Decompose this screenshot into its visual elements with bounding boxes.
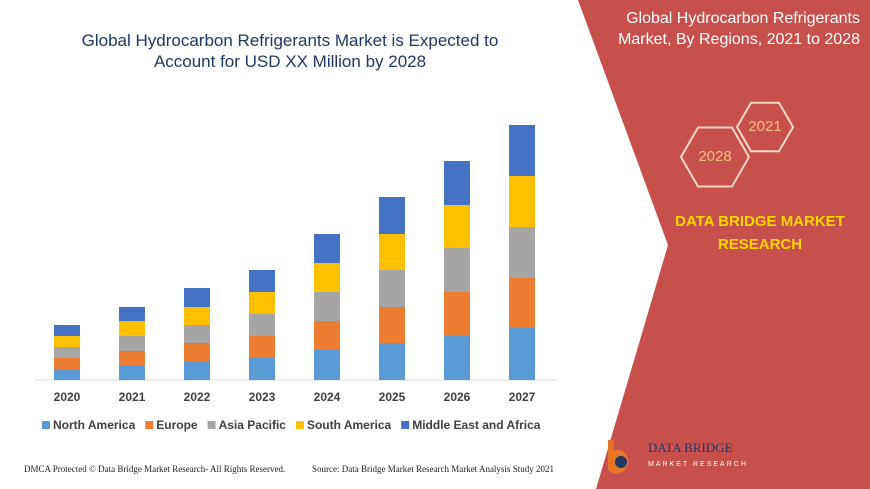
bar-segment bbox=[314, 234, 340, 263]
x-tick-label: 2023 bbox=[249, 390, 276, 404]
legend-swatch bbox=[42, 421, 50, 429]
legend-label: Asia Pacific bbox=[219, 418, 287, 432]
bar-segment bbox=[119, 351, 145, 365]
bar-segment bbox=[314, 292, 340, 321]
bar-segment bbox=[184, 288, 210, 307]
brand: DATA BRIDGE MARKET RESEARCH bbox=[675, 213, 845, 253]
bar-segment bbox=[444, 161, 470, 205]
x-tick-label: 2020 bbox=[54, 390, 81, 404]
bar-segment bbox=[379, 234, 405, 270]
bar-segment bbox=[249, 270, 275, 292]
legend-swatch bbox=[207, 421, 216, 429]
bar-segment bbox=[444, 336, 470, 380]
footer-right: Source: Data Bridge Market Research Mark… bbox=[312, 464, 554, 474]
bar-segment bbox=[119, 336, 145, 351]
legend-swatch bbox=[295, 421, 304, 429]
plot: 2020 2021 2022 2023 2024 2025 2026 2027 bbox=[34, 125, 556, 404]
legend-label: North America bbox=[53, 418, 136, 432]
logo-tagline: MARKET RESEARCH bbox=[648, 461, 748, 468]
logo: DATA BRIDGE MARKET RESEARCH bbox=[608, 440, 748, 474]
legend-label: Middle East and Africa bbox=[412, 418, 541, 432]
x-tick-label: 2022 bbox=[184, 390, 211, 404]
bar-segment bbox=[379, 270, 405, 307]
x-tick-label: 2025 bbox=[379, 390, 406, 404]
bar-segment bbox=[509, 125, 535, 176]
bar-segment bbox=[509, 278, 535, 328]
bar-segment bbox=[314, 321, 340, 350]
legend-label: Europe bbox=[156, 418, 198, 432]
bar-segment bbox=[314, 350, 340, 380]
bar-segment bbox=[54, 358, 80, 369]
bar-segment bbox=[249, 292, 275, 314]
hexagon bbox=[735, 101, 795, 153]
hexagons: 2021 2028 bbox=[679, 101, 795, 188]
bar-segment bbox=[249, 358, 275, 380]
bar-segment bbox=[119, 365, 145, 380]
bar-segment bbox=[444, 292, 470, 336]
bar-segment bbox=[54, 325, 80, 336]
bar-segment bbox=[184, 343, 210, 361]
bar-segment bbox=[119, 307, 145, 321]
bar-segment bbox=[184, 361, 210, 380]
bar-segment bbox=[249, 314, 275, 336]
bar-segment bbox=[54, 347, 80, 358]
legend-swatch bbox=[145, 421, 154, 429]
panel-title: Global Hydrocarbon Refrigerants Market, … bbox=[618, 10, 860, 48]
bar-segment bbox=[379, 343, 405, 380]
bar-segment bbox=[444, 248, 470, 292]
bar-segment bbox=[314, 263, 340, 292]
bar-segment bbox=[54, 369, 80, 380]
hexagon bbox=[679, 126, 751, 188]
logo-dot bbox=[615, 456, 627, 468]
footer-left: DMCA Protected © Data Bridge Market Rese… bbox=[24, 464, 286, 474]
legend-swatch bbox=[401, 421, 410, 429]
legend-label: South America bbox=[307, 418, 392, 432]
bar-segment bbox=[184, 307, 210, 325]
red-panel bbox=[578, 0, 870, 489]
bar-segment bbox=[444, 205, 470, 248]
x-tick-label: 2024 bbox=[314, 390, 341, 404]
hexagon-label: 2028 bbox=[698, 148, 731, 165]
x-tick-label: 2021 bbox=[119, 390, 146, 404]
x-tick-label: 2026 bbox=[444, 390, 471, 404]
x-tick-label: 2027 bbox=[509, 390, 536, 404]
bar-segment bbox=[184, 325, 210, 343]
bar-segment bbox=[249, 336, 275, 358]
bar-segment bbox=[379, 197, 405, 234]
bar-segment bbox=[119, 321, 145, 336]
bar-segment bbox=[509, 227, 535, 278]
legend: North America Europe Asia Pacific South Ame… bbox=[42, 418, 541, 432]
logo-name: DATA BRIDGE bbox=[648, 440, 733, 455]
bar-segment bbox=[54, 336, 80, 347]
hexagon-label: 2021 bbox=[748, 118, 781, 135]
bar-segment bbox=[509, 328, 535, 380]
chart-title: Global Hydrocarbon Refrigerants Market i… bbox=[81, 31, 499, 71]
bar-segment bbox=[509, 176, 535, 227]
bar-segment bbox=[379, 307, 405, 343]
